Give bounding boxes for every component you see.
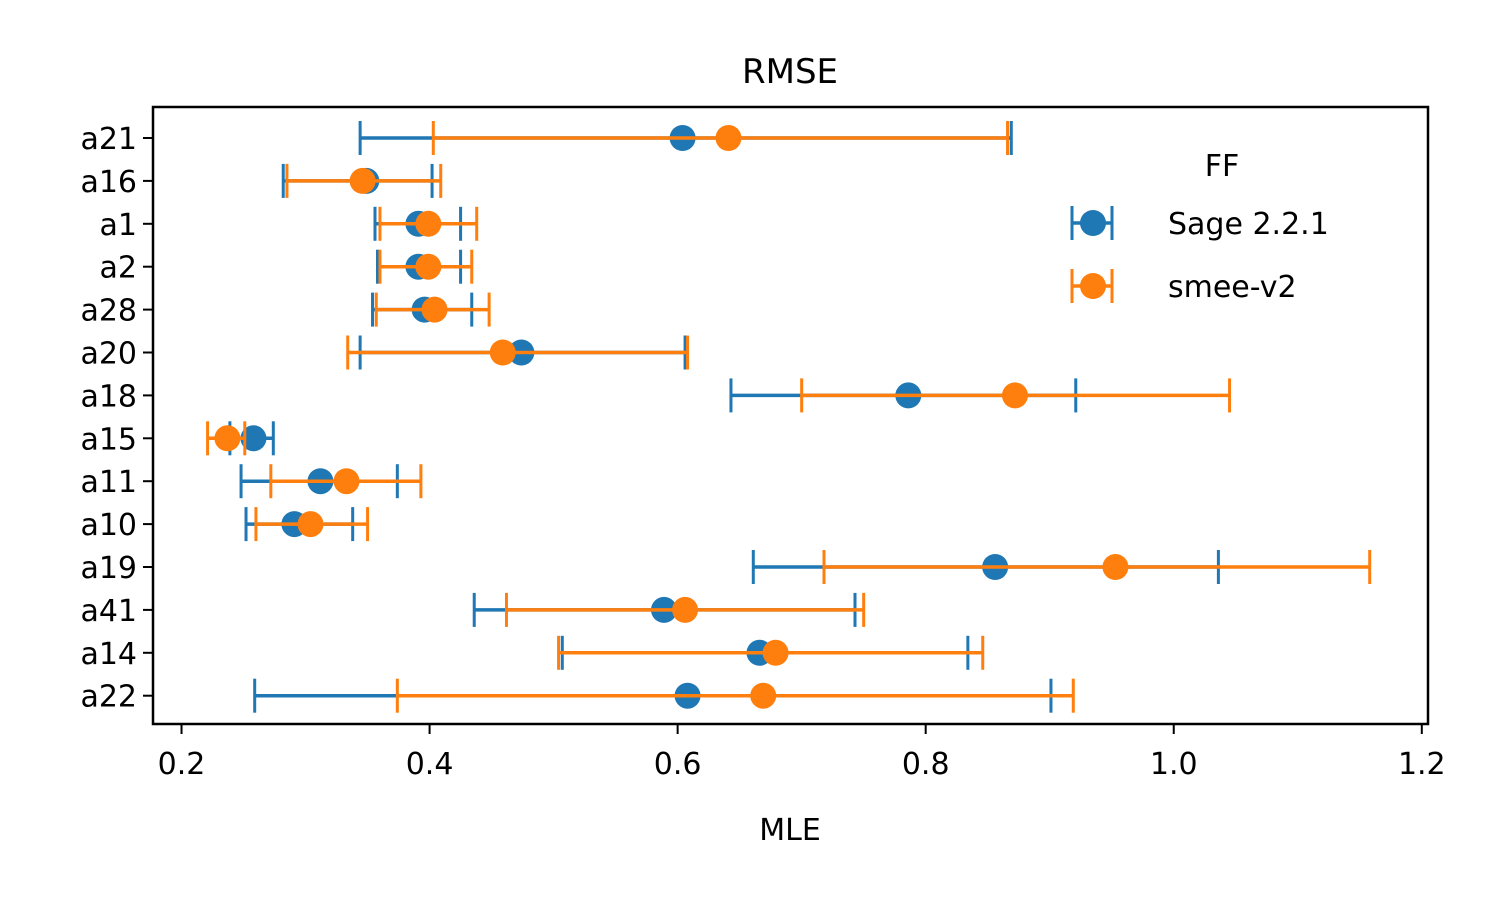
legend: FF Sage 2.2.1 smee-v2 — [1070, 149, 1329, 305]
data-point — [297, 511, 324, 538]
series-0 — [228, 121, 1220, 713]
x-tick-label: 0.8 — [902, 747, 950, 782]
y-tick-label: a22 — [80, 680, 137, 715]
error-bar — [822, 550, 1372, 584]
error-bar — [346, 335, 690, 370]
y-tick-label: a21 — [80, 122, 137, 157]
data-point — [489, 339, 516, 366]
y-tick-label: a1 — [100, 208, 137, 243]
plot-frame — [151, 105, 1430, 726]
chart-title: RMSE — [742, 52, 838, 92]
y-tick-label: a18 — [80, 379, 137, 414]
data-point — [421, 296, 448, 323]
y-tick-label: a41 — [80, 594, 137, 629]
legend-marker — [1080, 210, 1106, 236]
y-tick-label: a16 — [80, 165, 137, 200]
x-tick-label: 0.6 — [654, 747, 702, 782]
data-point — [715, 125, 742, 151]
data-point — [214, 425, 241, 452]
x-tick-label: 1.0 — [1150, 747, 1198, 782]
y-tick-label: a11 — [80, 465, 137, 500]
data-point — [349, 167, 376, 194]
legend-entry: smee-v2 — [1070, 269, 1297, 305]
y-tick-label: a2 — [100, 251, 137, 286]
data-point — [415, 210, 442, 237]
y-tick-label: a14 — [80, 637, 137, 672]
x-tick-label: 0.2 — [158, 747, 206, 782]
data-point — [672, 596, 699, 623]
error-bar — [395, 678, 1075, 713]
x-tick-label: 0.4 — [406, 747, 454, 782]
axes: 0.2 0.4 0.6 0.8 1.0 1.2 a21 a16 a1 a2 a28 a20 a18 a15… — [80, 122, 1445, 782]
data-point — [750, 682, 777, 709]
y-tick-label: a19 — [80, 551, 137, 586]
legend-label: Sage 2.2.1 — [1168, 207, 1329, 242]
legend-entry: Sage 2.2.1 — [1070, 206, 1329, 242]
y-tick-label: a20 — [80, 337, 137, 372]
data-point — [240, 425, 267, 452]
x-axis-label: MLE — [759, 813, 821, 848]
series-1 — [206, 121, 1372, 713]
data-point — [1102, 554, 1129, 580]
data-point — [415, 253, 442, 280]
data-point — [1001, 382, 1028, 409]
y-tick-label: a28 — [80, 294, 137, 329]
x-tick-label: 1.2 — [1398, 747, 1446, 782]
plot-area — [206, 121, 1372, 713]
legend-title: FF — [1205, 149, 1240, 184]
y-tick-label: a10 — [80, 508, 137, 543]
data-point — [762, 639, 789, 666]
data-point — [333, 468, 360, 495]
legend-label: smee-v2 — [1168, 270, 1297, 305]
y-tick-label: a15 — [80, 422, 137, 457]
legend-marker — [1080, 273, 1106, 299]
